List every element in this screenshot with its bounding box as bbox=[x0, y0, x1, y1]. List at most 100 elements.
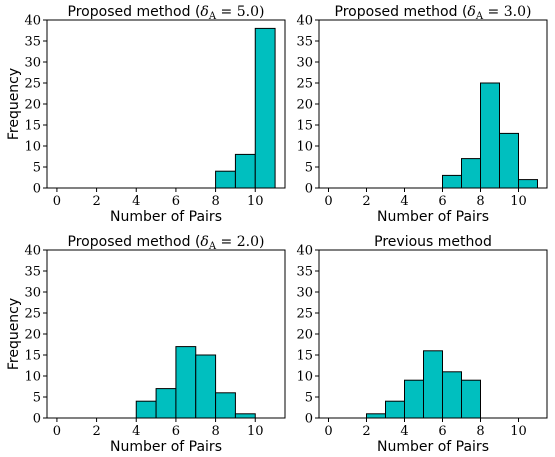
y-tick-label: 30 bbox=[24, 56, 41, 71]
y-tick-label: 0 bbox=[33, 412, 41, 427]
chart-title: Proposed method (δA = 5.0) bbox=[68, 4, 265, 22]
y-tick-label: 5 bbox=[305, 391, 313, 406]
x-tick-label: 10 bbox=[247, 424, 264, 439]
y-tick-label: 20 bbox=[24, 328, 41, 343]
y-tick-label: 10 bbox=[24, 140, 41, 155]
y-tick-label: 40 bbox=[24, 14, 41, 29]
x-tick-label: 2 bbox=[362, 194, 370, 209]
chart-title-value: = 3.0) bbox=[483, 4, 531, 20]
histogram-bar bbox=[404, 379, 424, 419]
y-tick-label: 35 bbox=[24, 35, 41, 50]
histogram-bar bbox=[135, 400, 157, 419]
y-tick-label: 15 bbox=[24, 119, 41, 134]
histogram-bar bbox=[423, 350, 443, 419]
x-axis-label: Number of Pairs bbox=[110, 209, 222, 225]
chart-panel-1: 0 2 4 6 8 10 0 5 10 15 20 25 30 35 40 Number of Pairs Fr… bbox=[6, 4, 286, 225]
histogram-bar bbox=[254, 27, 276, 189]
x-axis-label: Number of Pairs bbox=[110, 439, 222, 455]
x-tick-label: 8 bbox=[476, 194, 484, 209]
histogram-bar bbox=[442, 371, 462, 419]
y-tick-label: 35 bbox=[296, 265, 313, 280]
chart-title-subscript: A bbox=[475, 11, 484, 22]
x-tick-label: 0 bbox=[53, 424, 61, 439]
y-axis-label: Frequency bbox=[6, 68, 22, 140]
chart-title-math: δ bbox=[200, 234, 208, 250]
histogram-bar bbox=[215, 170, 236, 189]
chart-title: Previous method bbox=[374, 234, 492, 250]
x-tick-label: 10 bbox=[247, 194, 264, 209]
x-tick-label: 10 bbox=[510, 424, 527, 439]
x-tick-label: 4 bbox=[400, 194, 408, 209]
y-tick-label: 30 bbox=[296, 56, 313, 71]
histogram-bar bbox=[442, 174, 462, 189]
histogram-bar bbox=[366, 413, 386, 419]
x-axis-label: Number of Pairs bbox=[377, 439, 489, 455]
y-tick-label: 15 bbox=[296, 349, 313, 364]
chart-title-text: Previous method bbox=[374, 234, 492, 250]
x-tick-label: 8 bbox=[476, 424, 484, 439]
x-tick-label: 6 bbox=[172, 194, 180, 209]
y-tick-label: 25 bbox=[296, 307, 313, 322]
y-tick-label: 5 bbox=[305, 161, 313, 176]
x-tick-label: 4 bbox=[132, 194, 140, 209]
y-tick-label: 40 bbox=[296, 14, 313, 29]
x-tick-label: 10 bbox=[510, 194, 527, 209]
x-tick-label: 4 bbox=[132, 424, 140, 439]
histogram-bar bbox=[461, 379, 481, 419]
x-tick-label: 2 bbox=[92, 424, 100, 439]
x-tick-label: 0 bbox=[324, 194, 332, 209]
x-axis-label: Number of Pairs bbox=[377, 209, 489, 225]
y-tick-label: 5 bbox=[33, 161, 41, 176]
y-tick-label: 15 bbox=[24, 349, 41, 364]
y-tick-label: 20 bbox=[296, 328, 313, 343]
y-tick-label: 0 bbox=[33, 182, 41, 197]
x-tick-label: 6 bbox=[438, 424, 446, 439]
chart-title-text: Proposed method ( bbox=[335, 4, 468, 20]
histogram-bar bbox=[518, 179, 538, 189]
y-tick-label: 40 bbox=[24, 244, 41, 259]
chart-title-value: = 5.0) bbox=[216, 4, 264, 20]
x-tick-label: 6 bbox=[172, 424, 180, 439]
chart-title-text: Proposed method ( bbox=[68, 4, 201, 20]
y-tick-label: 30 bbox=[24, 286, 41, 301]
y-tick-label: 25 bbox=[24, 77, 41, 92]
y-tick-label: 40 bbox=[296, 244, 313, 259]
x-tick-label: 8 bbox=[211, 424, 219, 439]
x-tick-label: 0 bbox=[53, 194, 61, 209]
x-tick-label: 2 bbox=[92, 194, 100, 209]
histogram-bar bbox=[385, 400, 405, 419]
y-tick-label: 20 bbox=[296, 98, 313, 113]
chart-title: Proposed method (δA = 3.0) bbox=[335, 4, 532, 22]
x-tick-label: 2 bbox=[362, 424, 370, 439]
histogram-bar bbox=[234, 153, 256, 189]
chart-title-value: = 2.0) bbox=[216, 234, 264, 250]
histogram-bar bbox=[175, 346, 197, 419]
chart-title-subscript: A bbox=[208, 11, 217, 22]
histogram-bar bbox=[155, 388, 177, 419]
chart-title-math: δ bbox=[200, 4, 208, 20]
y-tick-label: 30 bbox=[296, 286, 313, 301]
y-tick-label: 10 bbox=[296, 140, 313, 155]
y-tick-label: 35 bbox=[296, 35, 313, 50]
y-tick-label: 25 bbox=[24, 307, 41, 322]
y-tick-label: 25 bbox=[296, 77, 313, 92]
x-tick-label: 4 bbox=[400, 424, 408, 439]
x-tick-label: 8 bbox=[211, 194, 219, 209]
chart-title-subscript: A bbox=[208, 241, 217, 252]
y-tick-label: 0 bbox=[305, 412, 313, 427]
y-tick-label: 15 bbox=[296, 119, 313, 134]
histogram-bar bbox=[480, 82, 500, 189]
y-tick-label: 10 bbox=[24, 370, 41, 385]
histogram-bar bbox=[234, 413, 256, 419]
y-tick-label: 10 bbox=[296, 370, 313, 385]
chart-panel-2: 0 2 4 6 8 10 0 5 10 15 20 25 30 35 40 Number of Pairs Pr… bbox=[296, 4, 548, 225]
y-tick-label: 5 bbox=[33, 391, 41, 406]
y-tick-label: 35 bbox=[24, 265, 41, 280]
y-axis-label: Frequency bbox=[6, 298, 22, 370]
x-tick-label: 6 bbox=[438, 194, 446, 209]
chart-title-text: Proposed method ( bbox=[68, 234, 201, 250]
histogram-bar bbox=[215, 392, 236, 419]
histogram-bar bbox=[499, 132, 519, 189]
histogram-bar bbox=[195, 354, 217, 419]
